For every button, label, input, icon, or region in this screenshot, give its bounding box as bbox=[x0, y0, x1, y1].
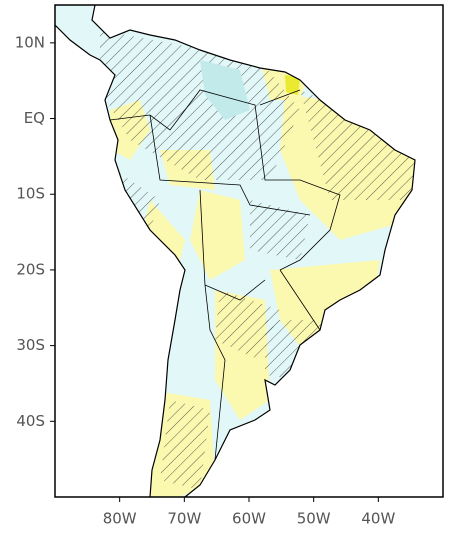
x-tick-label: 50W bbox=[297, 510, 331, 528]
y-tick-label: 10S bbox=[16, 185, 45, 203]
y-tick-label: 10N bbox=[15, 33, 45, 51]
y-tick-label: 40S bbox=[16, 412, 45, 430]
coastline bbox=[55, 5, 416, 497]
x-tick-label: 80W bbox=[103, 510, 137, 528]
y-tick-label: 30S bbox=[16, 336, 45, 354]
x-tick-label: 40W bbox=[361, 510, 395, 528]
borders bbox=[109, 89, 341, 461]
y-tick-label: 20S bbox=[16, 260, 45, 278]
x-tick-label: 70W bbox=[167, 510, 201, 528]
map-area bbox=[55, 5, 416, 497]
y-tick-label: EQ bbox=[24, 109, 45, 127]
x-tick-label: 60W bbox=[232, 510, 266, 528]
